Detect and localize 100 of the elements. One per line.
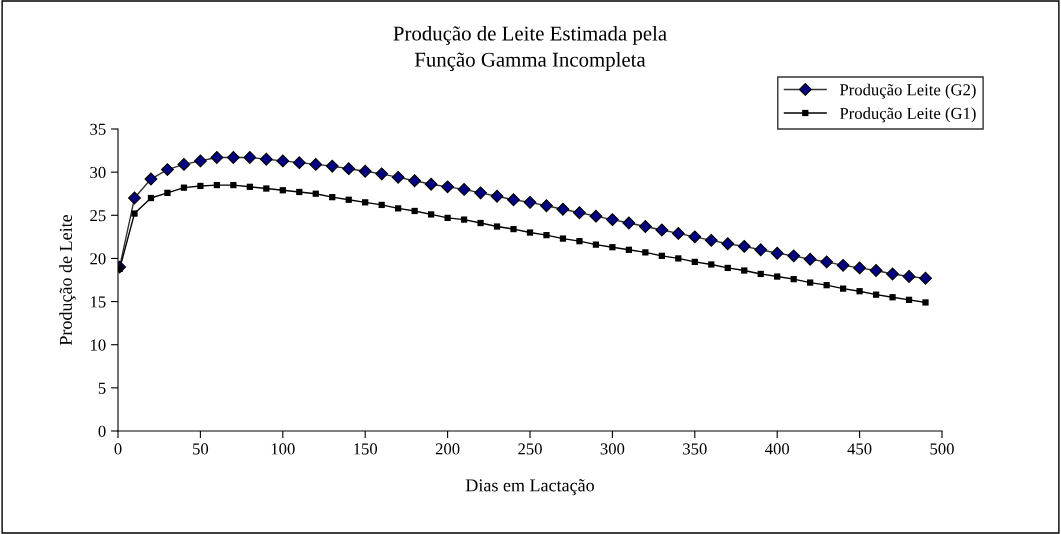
point [147, 194, 155, 202]
point [474, 186, 488, 200]
point [460, 216, 468, 223]
point [144, 172, 158, 186]
point [820, 255, 834, 269]
point [510, 225, 517, 233]
point [296, 188, 303, 196]
point [905, 296, 913, 303]
y-tick-label: 0 [98, 425, 106, 437]
point [737, 239, 751, 253]
point [177, 157, 191, 171]
point [691, 258, 698, 266]
point [638, 220, 652, 233]
point [609, 244, 616, 251]
legend-label: Produção Leite (G1) [839, 107, 976, 123]
point [411, 207, 418, 215]
point [655, 223, 669, 237]
point [922, 299, 929, 306]
y-tick-label: 25 [90, 210, 106, 222]
point [853, 261, 867, 275]
point [391, 170, 405, 184]
point [427, 211, 435, 218]
point [441, 180, 455, 194]
point [395, 205, 402, 212]
point [688, 230, 702, 244]
point [345, 196, 352, 203]
point [276, 154, 290, 168]
point [872, 291, 880, 298]
x-tick-label: 100 [271, 443, 295, 455]
point [243, 151, 257, 164]
x-tick-label: 50 [193, 443, 209, 455]
point [292, 156, 306, 170]
y-tick-label: 35 [90, 123, 106, 135]
point [523, 195, 537, 209]
point [312, 190, 319, 197]
point [160, 163, 174, 177]
point [869, 264, 883, 277]
point [889, 294, 896, 301]
point [540, 199, 553, 213]
x-tick-label: 250 [518, 443, 542, 455]
point [543, 232, 550, 239]
point [362, 199, 369, 206]
point [342, 162, 356, 176]
y-tick-label: 30 [90, 166, 106, 179]
point [839, 285, 847, 292]
y-axis-title: Produção de Leite [59, 214, 76, 346]
point [886, 267, 900, 281]
point [230, 181, 237, 189]
point [493, 223, 501, 230]
point [375, 167, 389, 181]
point [790, 276, 797, 283]
point [490, 189, 504, 203]
point [605, 213, 619, 227]
x-tick-label: 350 [683, 443, 707, 455]
point [807, 279, 814, 286]
point [721, 237, 735, 251]
point [704, 233, 718, 247]
point [622, 216, 636, 230]
point [576, 238, 583, 245]
point [457, 182, 471, 196]
point [213, 181, 221, 189]
point [556, 202, 570, 216]
point [226, 151, 240, 164]
point [836, 258, 850, 272]
point [856, 288, 863, 295]
x-tick-label: 450 [847, 443, 872, 455]
point [642, 249, 649, 256]
point [325, 159, 339, 173]
y-tick-label: 10 [90, 339, 106, 351]
point [378, 201, 385, 209]
point [309, 157, 323, 171]
point [210, 151, 224, 164]
point [754, 243, 768, 257]
point [408, 174, 422, 188]
point [741, 267, 748, 274]
point [246, 183, 253, 190]
point [559, 235, 567, 242]
y-tick-label: 15 [90, 296, 106, 308]
point [424, 177, 438, 191]
x-tick-label: 200 [435, 443, 460, 455]
point [358, 164, 372, 178]
point [770, 246, 784, 260]
x-axis-title: Dias em Lactação [465, 479, 594, 496]
chart-title: Produção de Leite Estimada pela Função Gamma Incompleta [393, 25, 667, 71]
point [757, 270, 764, 278]
x-tick-label: 300 [600, 443, 625, 455]
point [131, 210, 138, 217]
point [708, 261, 715, 268]
point [724, 264, 731, 272]
point [787, 249, 801, 263]
point [526, 229, 534, 236]
point [823, 282, 830, 289]
point [263, 185, 270, 192]
point [902, 270, 916, 283]
y-tick-label: 20 [90, 253, 106, 265]
x-tick-label: 500 [930, 443, 954, 455]
point [671, 226, 685, 240]
point [658, 252, 665, 259]
point [197, 182, 204, 190]
point [329, 194, 336, 201]
